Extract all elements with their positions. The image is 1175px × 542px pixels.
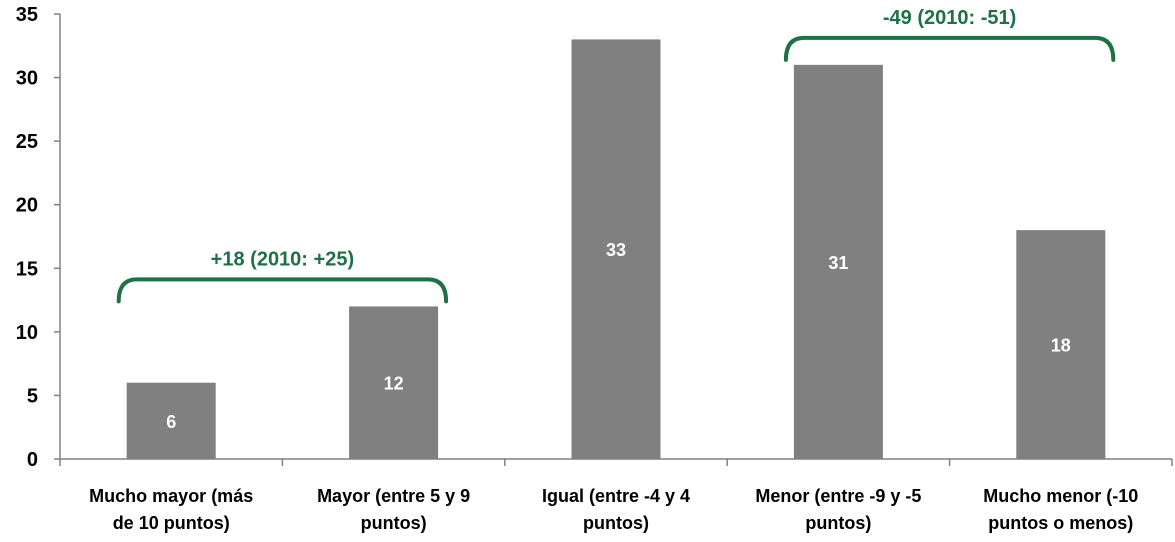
annotation-bracket — [116, 277, 449, 304]
bar-data-label: 31 — [828, 253, 848, 273]
axes-group: 0 5 10 15 20 25 30 35 — [16, 4, 1173, 471]
category-label: Menor (entre -9 y -5 puntos) — [755, 486, 921, 533]
category-label: Mucho mayor (más de 10 puntos) — [89, 486, 253, 533]
category-label-line: puntos) — [583, 513, 649, 533]
category-label-line: Mucho mayor (más — [89, 486, 253, 506]
bar — [349, 306, 439, 459]
annotation-label: -49 (2010: -51) — [883, 7, 1016, 29]
bar — [1016, 230, 1106, 459]
category-label-line: puntos) — [361, 513, 427, 533]
y-tick-label: 10 — [16, 322, 38, 344]
bar — [571, 39, 661, 460]
y-tick-label: 20 — [16, 195, 38, 217]
labels-group: 6 12 33 31 18 Mucho mayor (más de 10 puntos) Ma… — [89, 240, 1138, 533]
category-label: Mayor (entre 5 y 9 puntos) — [317, 486, 470, 533]
annotations-group: +18 (2010: +25) -49 (2010: -51) — [116, 7, 1116, 304]
category-label-line: Menor (entre -9 y -5 — [755, 486, 921, 506]
bar — [126, 382, 216, 459]
category-label-line: puntos) — [805, 513, 871, 533]
category-label: Mucho menor (-10 puntos o menos) — [983, 486, 1138, 533]
y-tick-label: 35 — [16, 4, 38, 26]
bar-data-label: 6 — [166, 412, 176, 432]
annotation-label: +18 (2010: +25) — [211, 248, 354, 270]
category-label-line: Mayor (entre 5 y 9 — [317, 486, 470, 506]
bar — [793, 64, 883, 459]
category-label-line: de 10 puntos) — [113, 513, 230, 533]
annotation-bracket — [783, 35, 1116, 62]
bar-data-label: 18 — [1051, 336, 1071, 356]
category-label-line: puntos o menos) — [988, 513, 1133, 533]
bar-data-label: 12 — [384, 374, 404, 394]
category-label-line: Igual (entre -4 y 4 — [542, 486, 690, 506]
y-tick-label: 5 — [27, 385, 38, 407]
category-label: Igual (entre -4 y 4 puntos) — [542, 486, 690, 533]
category-label-line: Mucho menor (-10 — [983, 486, 1138, 506]
y-tick-label: 15 — [16, 258, 38, 280]
y-tick-label: 0 — [27, 449, 38, 471]
y-tick-label: 30 — [16, 68, 38, 90]
bar-data-label: 33 — [606, 240, 626, 260]
y-tick-label: 25 — [16, 131, 38, 153]
bars-group — [126, 39, 1106, 460]
